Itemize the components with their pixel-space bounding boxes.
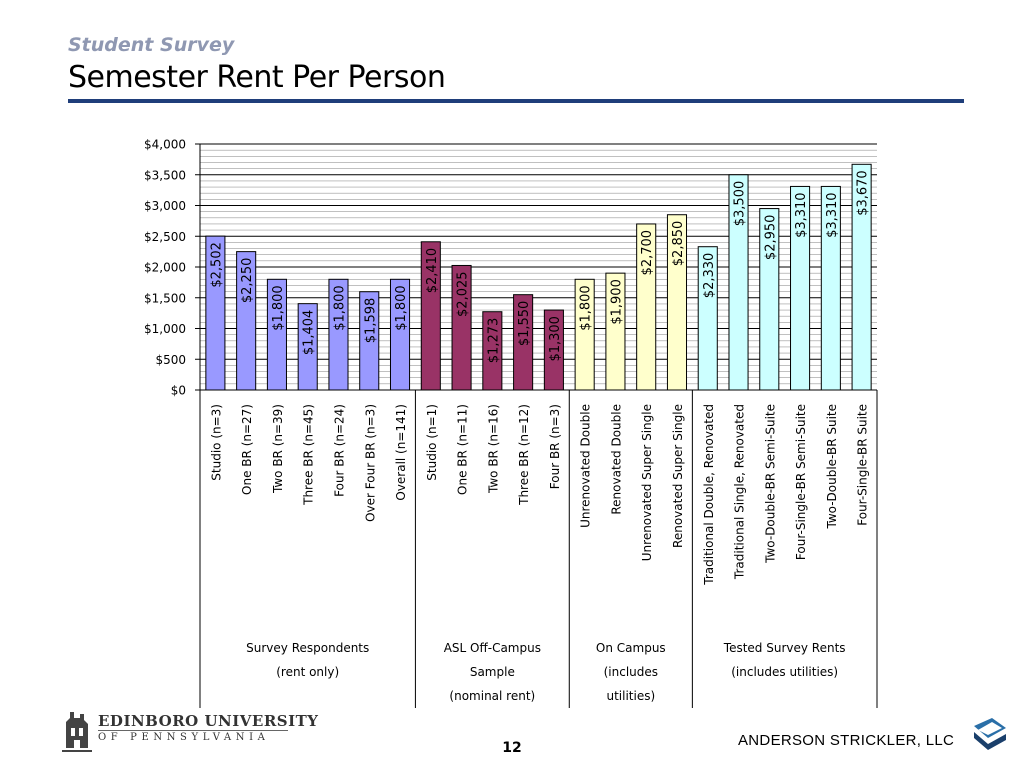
data-label: $1,598 bbox=[363, 298, 378, 344]
category-label: Renovated Super Single bbox=[671, 404, 685, 548]
data-label: $1,273 bbox=[486, 318, 501, 364]
data-label: $2,250 bbox=[240, 258, 255, 304]
data-label: $3,310 bbox=[825, 192, 840, 238]
company-name: ANDERSON STRICKLER, LLC bbox=[738, 732, 955, 749]
bar bbox=[482, 311, 503, 391]
bar bbox=[420, 241, 441, 391]
y-tick-label: $1,500 bbox=[144, 291, 186, 305]
group-label: (includes utilities) bbox=[731, 665, 838, 679]
data-label: $1,404 bbox=[302, 310, 317, 356]
bar bbox=[851, 163, 872, 391]
category-label: Unrenovated Super Single bbox=[640, 404, 654, 561]
category-label: Four BR (n=3) bbox=[548, 404, 562, 489]
category-label: Studio (n=1) bbox=[425, 404, 439, 481]
bar bbox=[205, 235, 226, 391]
y-tick-label: $3,000 bbox=[144, 199, 186, 213]
bar bbox=[666, 214, 688, 391]
category-label: Four-Single-BR Semi-Suite bbox=[794, 404, 808, 560]
data-label: $2,025 bbox=[456, 271, 471, 317]
data-label: $2,850 bbox=[671, 221, 686, 267]
title-rule bbox=[68, 99, 964, 103]
category-label: Traditional Single, Renovated bbox=[733, 404, 747, 580]
data-label: $3,310 bbox=[794, 192, 809, 238]
group-label: ASL Off-Campus bbox=[444, 641, 541, 655]
university-seal-icon bbox=[62, 712, 92, 752]
bar bbox=[266, 278, 287, 391]
bar bbox=[297, 303, 318, 391]
bar bbox=[728, 174, 749, 391]
bar bbox=[574, 278, 595, 391]
category-label: Four-Single-BR Suite bbox=[856, 404, 870, 526]
category-label: One BR (n=11) bbox=[456, 404, 470, 495]
data-label: $1,800 bbox=[271, 285, 286, 331]
slide-subtitle: Student Survey bbox=[68, 34, 235, 56]
bar bbox=[697, 246, 718, 391]
group-label: Tested Survey Rents bbox=[723, 641, 846, 655]
y-tick-label: $2,500 bbox=[144, 230, 186, 244]
bar bbox=[389, 278, 411, 391]
data-label: $1,300 bbox=[548, 316, 563, 362]
data-label: $1,550 bbox=[517, 301, 532, 347]
data-label: $2,330 bbox=[702, 253, 717, 299]
category-label: Renovated Double bbox=[609, 404, 623, 515]
bar bbox=[451, 264, 472, 391]
group-label: (nominal rent) bbox=[449, 689, 535, 703]
category-label: Three BR (n=12) bbox=[517, 404, 531, 506]
category-label: Over Four BR (n=3) bbox=[363, 404, 377, 522]
category-label: Unrenovated Double bbox=[579, 404, 593, 528]
category-label: One BR (n=27) bbox=[240, 404, 254, 495]
category-label: Two BR (n=16) bbox=[486, 404, 500, 494]
bar bbox=[820, 185, 841, 391]
page-number: 12 bbox=[502, 740, 522, 756]
university-name: EDINBORO UNIVERSITY bbox=[98, 712, 319, 730]
company-logo-icon bbox=[974, 718, 1006, 750]
category-label: Two-Double-BR Semi-Suite bbox=[763, 404, 777, 564]
group-label: Sample bbox=[470, 665, 515, 679]
y-tick-label: $2,000 bbox=[144, 261, 186, 275]
data-label: $1,800 bbox=[579, 285, 594, 331]
university-logo: EDINBORO UNIVERSITY OF PENNSYLVANIA bbox=[60, 708, 318, 756]
bar bbox=[605, 272, 626, 391]
data-label: $1,800 bbox=[394, 285, 409, 331]
bar bbox=[636, 223, 657, 391]
bar bbox=[543, 309, 564, 391]
category-label: Four BR (n=24) bbox=[332, 404, 346, 497]
category-label: Two BR (n=39) bbox=[271, 404, 285, 494]
y-tick-label: $1,000 bbox=[144, 322, 186, 336]
bar bbox=[513, 294, 534, 391]
bar bbox=[359, 291, 380, 391]
slide-title: Semester Rent Per Person bbox=[68, 60, 446, 95]
bar bbox=[790, 185, 811, 391]
category-label: Three BR (n=45) bbox=[302, 404, 316, 506]
data-label: $3,500 bbox=[733, 181, 748, 227]
data-label: $1,800 bbox=[332, 285, 347, 331]
category-label: Overall (n=141) bbox=[394, 404, 408, 501]
group-label: utilities) bbox=[606, 689, 655, 703]
category-label: Studio (n=3) bbox=[209, 404, 223, 481]
logo-divider bbox=[98, 730, 288, 731]
category-label: Traditional Double, Renovated bbox=[702, 404, 716, 586]
group-label: (rent only) bbox=[276, 665, 339, 679]
data-label: $2,950 bbox=[763, 215, 778, 261]
data-label: $2,502 bbox=[209, 242, 224, 288]
data-label: $2,700 bbox=[640, 230, 655, 276]
y-tick-label: $500 bbox=[155, 353, 186, 367]
data-label: $3,670 bbox=[856, 170, 871, 216]
y-tick-label: $4,000 bbox=[144, 138, 186, 152]
group-label: On Campus bbox=[596, 641, 666, 655]
data-label: $1,900 bbox=[609, 279, 624, 325]
category-label: Two-Double-BR Suite bbox=[825, 404, 839, 530]
university-subname: OF PENNSYLVANIA bbox=[98, 732, 270, 743]
bar bbox=[759, 208, 780, 391]
y-tick-label: $3,500 bbox=[144, 168, 186, 182]
y-tick-label: $0 bbox=[171, 384, 186, 398]
data-label: $2,410 bbox=[425, 248, 440, 294]
bar bbox=[328, 278, 349, 391]
group-label: (includes bbox=[604, 665, 658, 679]
bar bbox=[236, 251, 257, 391]
group-label: Survey Respondents bbox=[246, 641, 369, 655]
